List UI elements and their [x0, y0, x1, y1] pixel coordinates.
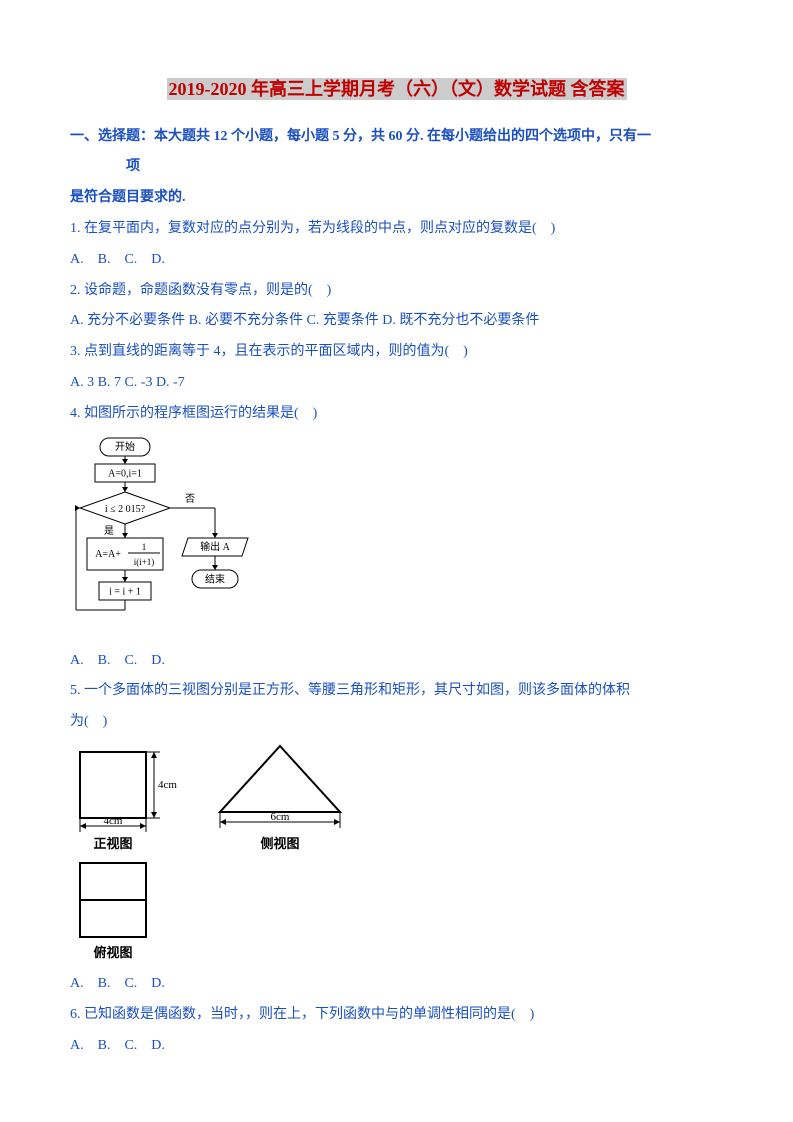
- section-instruction-line3: 是符合题目要求的.: [70, 183, 723, 214]
- question-5-options: A. B. C. D.: [70, 969, 723, 1000]
- svg-text:6cm: 6cm: [271, 811, 290, 823]
- svg-text:俯视图: 俯视图: [93, 945, 132, 960]
- svg-text:输出 A: 输出 A: [200, 540, 230, 553]
- question-4-options: A. B. C. D.: [70, 646, 723, 677]
- svg-text:A=0,i=1: A=0,i=1: [108, 468, 142, 479]
- svg-text:4cm: 4cm: [158, 779, 177, 791]
- question-3-options: A. 3 B. 7 C. -3 D. -7: [70, 368, 723, 399]
- question-2-options: A. 充分不必要条件 B. 必要不充分条件 C. 充要条件 D. 既不充分也不必…: [70, 306, 723, 337]
- svg-text:否: 否: [185, 493, 195, 505]
- svg-text:i ≤ 2 015?: i ≤ 2 015?: [105, 504, 146, 515]
- svg-text:1: 1: [142, 542, 147, 552]
- question-6: 6. 已知函数是偶函数，当时，，则在上，下列函数中与的单调性相同的是( ): [70, 1000, 723, 1031]
- svg-text:A=A+: A=A+: [95, 549, 121, 560]
- question-5-cont: 为( ): [70, 707, 723, 738]
- question-5: 5. 一个多面体的三视图分别是正方形、等腰三角形和矩形，其尺寸如图，则该多面体的…: [70, 676, 723, 707]
- question-1: 1. 在复平面内，复数对应的点分别为，若为线段的中点，则点对应的复数是( ): [70, 214, 723, 245]
- top-view-svg: 俯视图: [70, 857, 180, 967]
- question-6-options: A. B. C. D.: [70, 1031, 723, 1062]
- question-2: 2. 设命题，命题函数没有零点，则是的( ): [70, 276, 723, 307]
- svg-text:4cm: 4cm: [104, 815, 123, 827]
- svg-text:是: 是: [104, 525, 114, 537]
- svg-text:结束: 结束: [205, 572, 225, 585]
- svg-text:i = i + 1: i = i + 1: [109, 586, 141, 597]
- title-text: 2019-2020 年高三上学期月考（六）（文）数学试题 含答案: [167, 78, 627, 100]
- svg-text:开始: 开始: [115, 440, 135, 453]
- svg-text:正视图: 正视图: [93, 836, 132, 851]
- question-3: 3. 点到直线的距离等于 4，且在表示的平面区域内，则的值为( ): [70, 337, 723, 368]
- question-1-options: A. B. C. D.: [70, 245, 723, 276]
- page-title: 2019-2020 年高三上学期月考（六）（文）数学试题 含答案: [70, 70, 723, 110]
- flowchart-svg: 开始 A=0,i=1 i ≤ 2 015? 是 A = A + 1 i: [70, 434, 300, 644]
- three-view-figure: 4cm 4cm 正视图 6cm 侧视图: [70, 742, 723, 967]
- svg-text:i(i+1): i(i+1): [134, 557, 155, 567]
- flowchart-figure: 开始 A=0,i=1 i ≤ 2 015? 是 A = A + 1 i: [70, 434, 723, 644]
- front-view-svg: 4cm 4cm 正视图: [70, 742, 180, 857]
- svg-text:侧视图: 侧视图: [260, 836, 299, 851]
- side-view-svg: 6cm 侧视图: [210, 742, 360, 857]
- section-instruction-line2: 项: [98, 152, 723, 183]
- section-instruction-line1: 一、选择题：本大题共 12 个小题，每小题 5 分，共 60 分. 在每小题给出…: [98, 122, 723, 153]
- question-4: 4. 如图所示的程序框图运行的结果是( ): [70, 399, 723, 430]
